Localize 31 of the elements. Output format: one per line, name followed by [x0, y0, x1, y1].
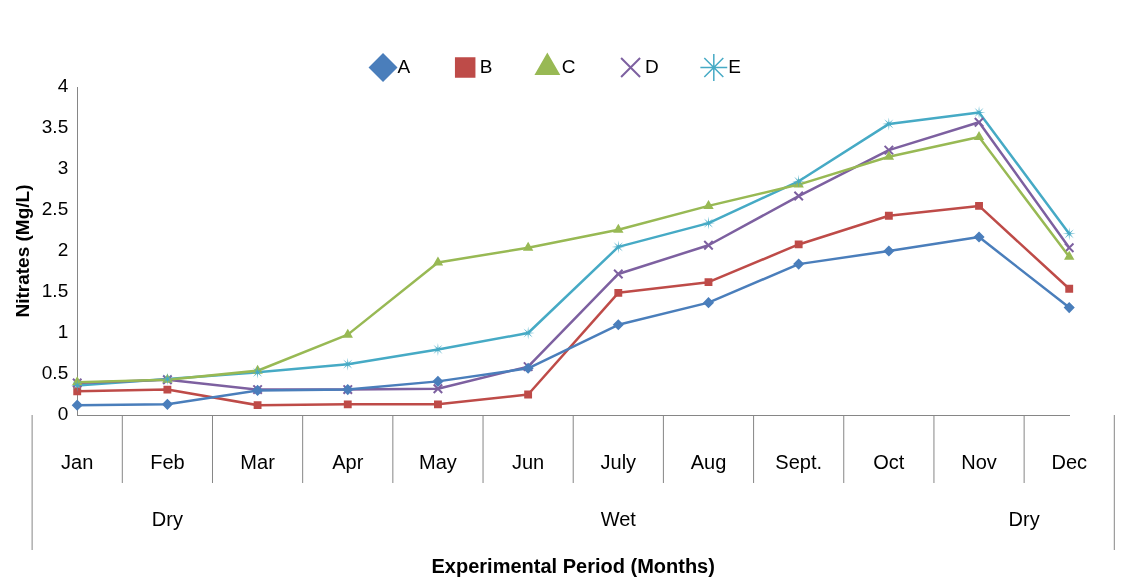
x-tick-label: Feb	[150, 450, 185, 473]
x-tick-label: Jan	[61, 450, 94, 473]
text: Dry	[1008, 507, 1040, 530]
x-tick-label: Jun	[512, 450, 545, 473]
y-tick-label: 3.5	[41, 116, 69, 138]
x-tick-label: Nov	[961, 450, 997, 473]
x-tick-label: May	[419, 450, 457, 473]
text: Dry	[151, 507, 183, 530]
x-tick-label: Sept.	[775, 450, 823, 473]
legend-label: B	[479, 55, 493, 77]
legend-label: A	[397, 55, 411, 77]
x-tick-label: July	[600, 450, 637, 473]
y-tick-label: 2.5	[41, 198, 69, 220]
legend-label: C	[561, 55, 576, 77]
y-tick-label: 4	[57, 75, 69, 97]
y-tick-label: 1	[57, 321, 69, 343]
y-tick-label: 3	[57, 157, 69, 179]
x-tick-label: Dec	[1051, 450, 1088, 473]
x-tick-label: Oct	[873, 450, 905, 473]
y-axis-title: Nitrates (Mg/L)	[11, 184, 33, 318]
y-tick-label: 0	[57, 403, 69, 425]
x-tick-label: Apr	[332, 450, 364, 473]
x-tick-label: Aug	[690, 450, 727, 473]
text: Wet	[600, 507, 637, 530]
y-tick-label: 1.5	[41, 280, 69, 302]
y-tick-label: 2	[57, 239, 69, 261]
legend-label: E	[728, 55, 741, 77]
text: Experimental Period (Months)	[431, 554, 715, 577]
legend-label: D	[645, 55, 659, 77]
x-tick-label: Mar	[240, 450, 276, 473]
y-tick-label: 0.5	[41, 362, 69, 384]
